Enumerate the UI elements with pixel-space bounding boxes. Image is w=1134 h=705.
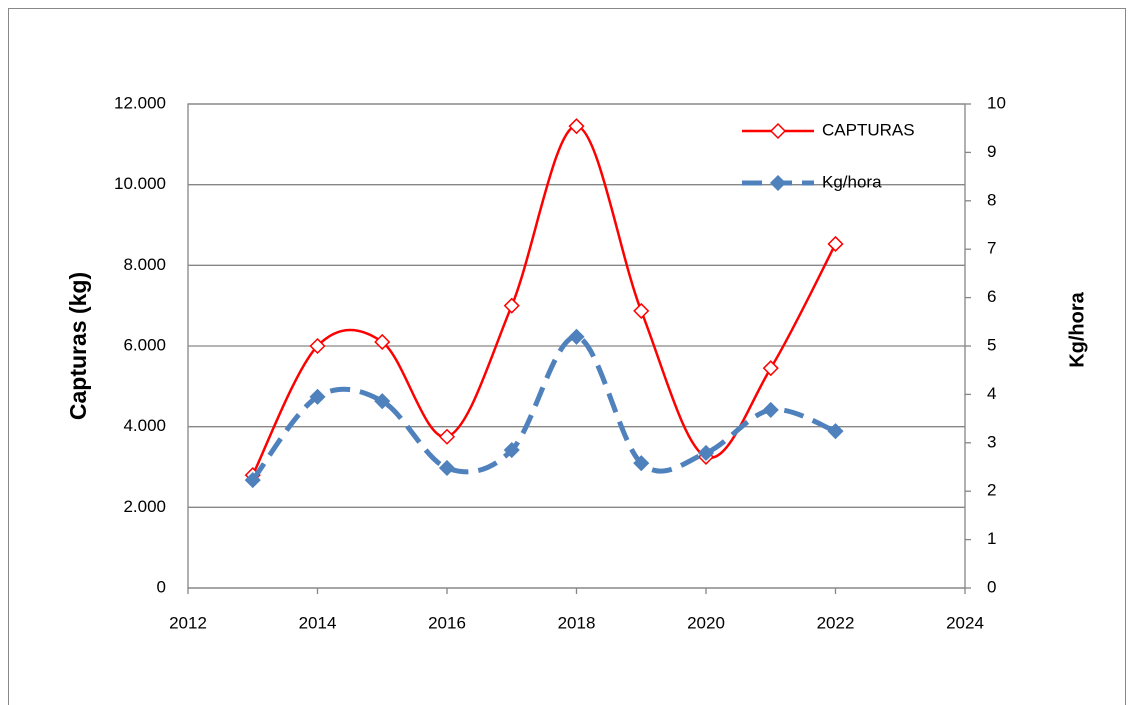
y-tick-label: 12.000 [114,93,166,112]
point-marker [374,393,391,410]
point-marker [568,328,585,345]
y2-tick-label: 4 [987,384,996,403]
y-tick-label: 6.000 [123,335,166,354]
point-marker [503,297,520,314]
point-marker [762,401,779,418]
x-tick-label: 2018 [558,613,596,632]
chart-frame [8,8,1126,705]
x-tick-label: 2016 [428,613,466,632]
series-line [251,124,837,476]
point-marker [309,337,326,355]
y2-tick-label: 7 [987,239,996,258]
point-marker [503,441,520,459]
x-tick-label: 2022 [817,613,855,632]
legend-label: CAPTURAS [822,120,915,139]
series-line [250,334,837,482]
legend-marker [769,174,787,192]
y2-tick-label: 5 [987,335,996,354]
y2-tick-label: 2 [987,481,996,500]
y-axis-title: Capturas (kg) [65,272,91,420]
point-marker [244,472,261,489]
y2-tick-label: 1 [987,529,996,548]
y2-tick-label: 10 [987,93,1006,112]
y-tick-label: 8.000 [123,255,166,274]
y2-axis-title: Kg/hora [1066,291,1088,367]
y2-tick-label: 9 [987,142,996,161]
point-marker [697,444,715,462]
y-tick-label: 4.000 [123,416,166,435]
point-marker [568,118,585,135]
point-marker [827,235,844,253]
y2-tick-label: 0 [987,577,996,596]
y-tick-label: 0 [157,577,166,596]
point-marker [374,333,391,351]
point-marker [827,423,844,440]
legend-label: Kg/hora [822,172,882,191]
x-tick-label: 2024 [946,613,984,632]
point-marker [762,360,779,377]
y-tick-label: 2.000 [123,497,166,516]
y2-tick-label: 6 [987,287,996,306]
x-tick-label: 2020 [687,613,725,632]
x-tick-label: 2014 [299,613,337,632]
y2-tick-label: 8 [987,190,996,209]
x-tick-label: 2012 [169,613,207,632]
point-marker [633,455,650,472]
point-marker [438,428,456,445]
point-marker [438,459,456,477]
point-marker [309,388,326,405]
y2-tick-label: 3 [987,432,996,451]
point-marker [633,302,650,319]
legend-marker [769,122,787,140]
y-tick-label: 10.000 [114,174,166,193]
